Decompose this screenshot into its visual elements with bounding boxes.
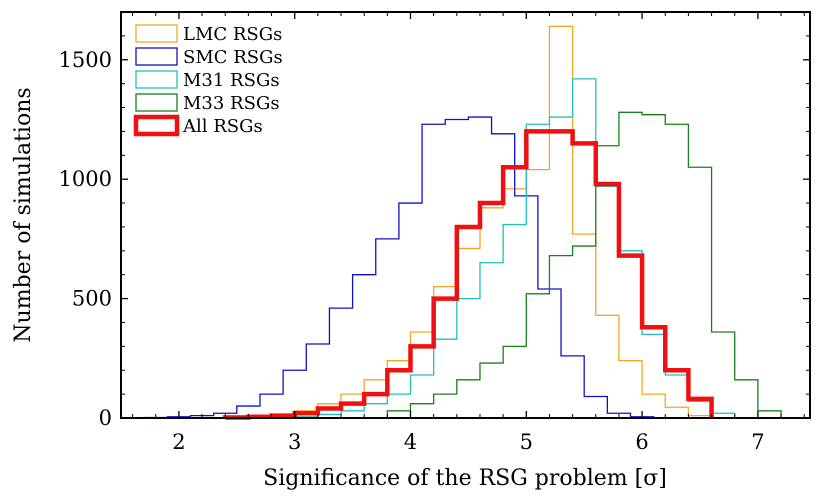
legend-label-all-rsgs: All RSGs: [182, 116, 263, 137]
y-tick-label: 0: [99, 406, 112, 430]
legend-swatch-all-rsgs: [133, 114, 180, 137]
x-tick-label: 4: [404, 430, 417, 454]
legend-label-lmc-rsgs: LMC RSGs: [183, 24, 282, 45]
y-tick-label: 1000: [59, 167, 112, 191]
y-tick-label: 500: [72, 287, 112, 311]
legend-swatch-m33-rsgs: [135, 93, 178, 112]
x-tick-label: 2: [172, 430, 185, 454]
y-tick-label: 1500: [59, 48, 112, 72]
legend-swatch-smc-rsgs: [135, 47, 178, 66]
x-tick-label: 3: [288, 430, 301, 454]
legend-label-smc-rsgs: SMC RSGs: [183, 47, 283, 68]
axis-ticks: 2 3 4 5 6 7 0 500 1000 1500: [59, 12, 810, 454]
series-m33-rsgs: [386, 111, 782, 418]
plot-frame: [120, 11, 811, 419]
y-axis-label: Number of simulations: [11, 87, 36, 342]
x-axis-label: Significance of the RSG problem [σ]: [263, 466, 667, 491]
legend-label-m31-rsgs: M31 RSGs: [183, 70, 280, 91]
legend-swatch-m31-rsgs: [135, 70, 178, 89]
x-tick-label: 5: [520, 430, 533, 454]
x-tick-label: 7: [751, 430, 764, 454]
legend-swatch-lmc-rsgs: [135, 24, 178, 43]
series-m31-rsgs: [294, 78, 736, 418]
series-all-rsgs: [222, 129, 714, 420]
series-smc-rsgs: [143, 116, 655, 419]
legend-label-m33-rsgs: M33 RSGs: [183, 93, 280, 114]
x-tick-label: 6: [635, 430, 648, 454]
